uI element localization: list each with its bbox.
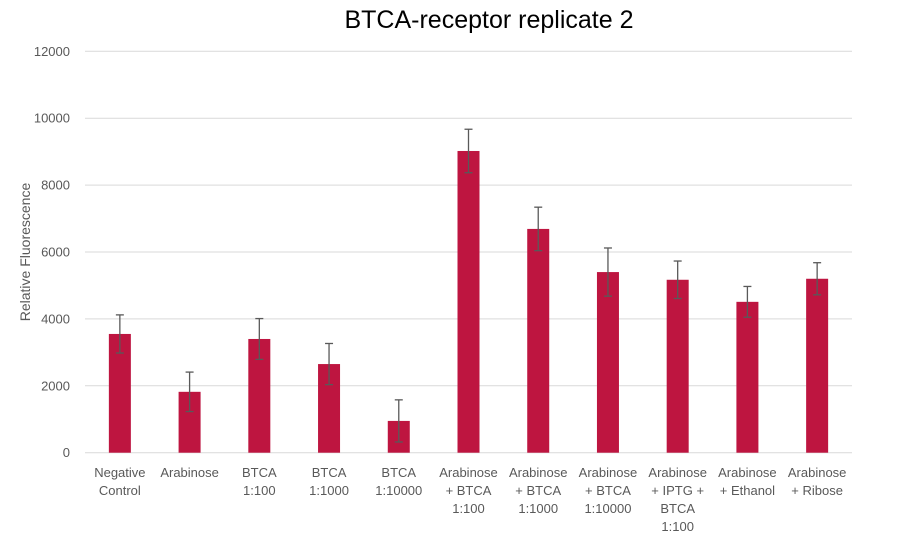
error-bar xyxy=(464,128,473,174)
x-tick-label: + IPTG + xyxy=(651,483,704,498)
x-tick-label: + BTCA xyxy=(585,483,631,498)
x-tick-label: 1:100 xyxy=(452,501,485,516)
bar xyxy=(108,333,131,453)
error-bar xyxy=(255,317,264,361)
bar xyxy=(596,272,619,453)
y-tick-label: 4000 xyxy=(41,311,70,326)
y-tick-label: 10000 xyxy=(34,111,70,126)
x-tick-label: 1:1000 xyxy=(309,483,349,498)
error-bar xyxy=(394,399,403,443)
y-axis-label: Relative Fluorescence xyxy=(17,183,33,322)
bar xyxy=(527,228,550,453)
y-axis-ticks: 0 2000 4000 6000 8000 10000 12000 xyxy=(34,44,70,460)
chart-title: BTCA-receptor replicate 2 xyxy=(344,6,634,34)
x-tick-label: Arabinose xyxy=(579,465,638,480)
x-tick-label: + Ethanol xyxy=(720,483,775,498)
x-tick-label: 1:1000 xyxy=(518,501,558,516)
x-tick-label: 1:100 xyxy=(243,483,276,498)
x-tick-label: + BTCA xyxy=(446,483,492,498)
error-bar xyxy=(115,314,124,354)
x-tick-label: Arabinose xyxy=(509,465,568,480)
error-bar xyxy=(603,247,612,297)
bar xyxy=(666,279,689,453)
x-tick-label: 1:100 xyxy=(661,519,694,534)
x-tick-label: 1:10000 xyxy=(375,483,422,498)
x-tick-label: Arabinose xyxy=(648,465,707,480)
bar xyxy=(318,364,341,453)
x-tick-label: 1:10000 xyxy=(584,501,631,516)
bar xyxy=(248,338,271,453)
x-tick-label: Control xyxy=(99,483,141,498)
x-tick-label: Arabinose xyxy=(439,465,498,480)
x-tick-label: BTCA xyxy=(381,465,416,480)
error-bar xyxy=(743,285,752,318)
error-bar xyxy=(325,342,334,386)
error-bar xyxy=(813,262,822,296)
x-tick-label: Arabinose xyxy=(718,465,777,480)
error-bar xyxy=(185,371,194,413)
x-tick-label: Arabinose xyxy=(160,465,219,480)
y-tick-label: 2000 xyxy=(41,378,70,393)
error-bar xyxy=(534,206,543,252)
bar xyxy=(806,278,829,453)
y-tick-label: 0 xyxy=(63,445,70,460)
bar xyxy=(178,391,201,453)
x-axis-labels: Negative Control Arabinose BTCA 1:100 BTCA 1:1… xyxy=(94,465,846,534)
error-bar xyxy=(673,260,682,300)
x-tick-label: BTCA xyxy=(660,501,695,516)
y-tick-label: 12000 xyxy=(34,44,70,59)
x-tick-label: + BTCA xyxy=(515,483,561,498)
x-tick-label: + Ribose xyxy=(791,483,843,498)
bars xyxy=(108,150,829,453)
x-tick-label: BTCA xyxy=(242,465,277,480)
x-tick-label: BTCA xyxy=(312,465,347,480)
y-tick-label: 8000 xyxy=(41,178,70,193)
error-bars xyxy=(115,128,822,443)
x-tick-label: Negative xyxy=(94,465,145,480)
bar xyxy=(457,150,480,453)
bar xyxy=(736,301,759,453)
x-tick-label: Arabinose xyxy=(788,465,847,480)
y-tick-label: 6000 xyxy=(41,245,70,260)
